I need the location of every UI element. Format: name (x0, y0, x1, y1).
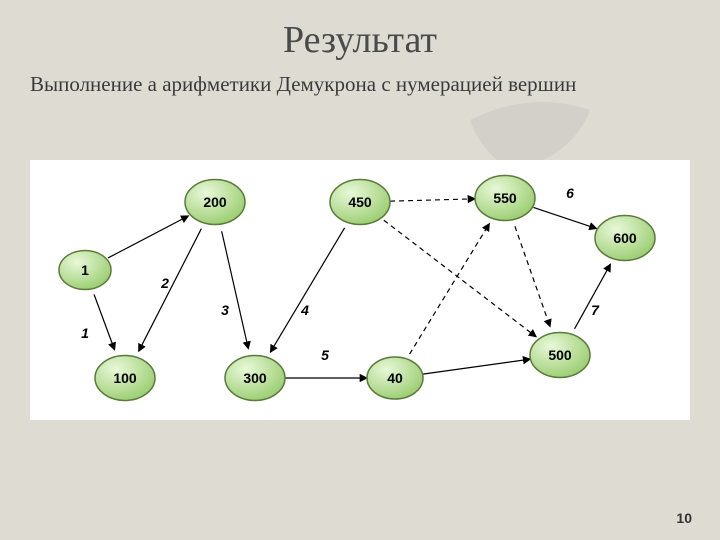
edge (533, 207, 596, 228)
edge-label: 7 (591, 302, 600, 318)
page-subtitle: Выполнение а арифметики Демукрона с нуме… (0, 62, 720, 97)
node-label: 40 (387, 370, 403, 386)
diagram-panel: 1 200 100 300 450 40 550 500 600 1 2 3 4 5 6 7 (30, 160, 690, 420)
node-label: 100 (113, 370, 137, 386)
edge (94, 294, 115, 349)
edge-label: 2 (160, 275, 169, 291)
node-label: 1 (81, 262, 89, 278)
node-label: 500 (548, 347, 572, 363)
edge (575, 264, 611, 329)
edge (222, 231, 249, 348)
edge (139, 229, 202, 352)
edge-label: 4 (300, 302, 309, 318)
node-label: 550 (493, 190, 517, 206)
graph-svg: 1 200 100 300 450 40 550 500 600 1 2 3 4 5 6 7 (30, 160, 690, 420)
edge (108, 216, 188, 258)
node-label: 450 (348, 194, 372, 210)
edge-label: 5 (321, 347, 329, 363)
edge-label: 3 (221, 302, 229, 318)
edge (515, 226, 550, 326)
node-label: 300 (243, 370, 267, 386)
edge (423, 359, 531, 374)
page-number: 10 (676, 510, 692, 526)
page-title: Результат (0, 0, 720, 62)
edge-label: 6 (566, 185, 574, 201)
edge-label: 1 (81, 325, 89, 341)
node-label: 600 (613, 230, 637, 246)
edge (410, 224, 490, 355)
edge (390, 199, 475, 201)
edge (384, 220, 536, 337)
node-label: 200 (203, 194, 227, 210)
edge (270, 228, 344, 352)
